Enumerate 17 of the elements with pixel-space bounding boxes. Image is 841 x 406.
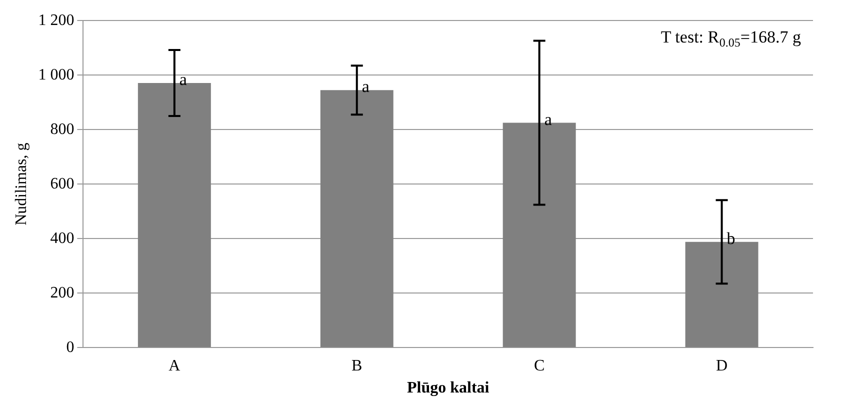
x-tick-label: C [534,357,545,374]
annotation: a [362,77,370,96]
y-tick-label: 0 [66,338,74,356]
y-tick-label: 200 [50,284,74,302]
y-tick-label: 400 [50,230,74,247]
y-axis-title: Nudilimas, g [12,142,30,226]
annotation: a [544,110,552,129]
x-tick-label: D [716,357,728,374]
y-tick-label: 800 [50,120,74,138]
x-tick-label: A [168,357,181,374]
x-axis-title: Plūgo kaltai [406,380,490,397]
x-tick-label: B [352,357,362,374]
annotation: b [726,228,736,248]
annotation: a [179,70,188,89]
y-tick-label: 600 [50,175,74,192]
y-tick-label: 1 200 [38,12,74,29]
y-tick-label: 1 000 [38,66,74,84]
